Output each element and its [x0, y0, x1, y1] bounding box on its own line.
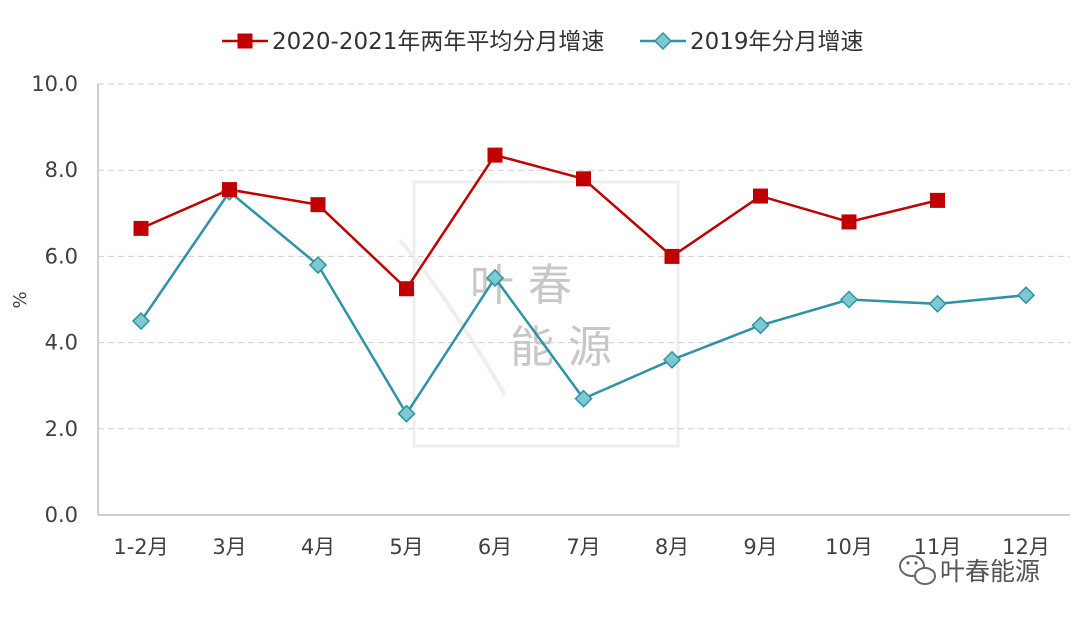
data-point — [753, 188, 768, 204]
series-line-0 — [140, 153, 938, 291]
series-lines — [139, 153, 1027, 417]
data-point — [839, 290, 859, 309]
data-point — [131, 311, 151, 331]
y-tick-label: 0.0 — [45, 503, 78, 527]
y-tick-label: 6.0 — [45, 244, 78, 268]
data-point — [574, 389, 593, 408]
x-tick-label: 4月 — [301, 535, 335, 559]
axes — [97, 84, 1070, 516]
watermark-line2: 能 源 — [510, 322, 612, 373]
data-point — [399, 281, 414, 297]
x-tick-label: 6月 — [478, 535, 512, 559]
x-tick-label: 3月 — [212, 535, 246, 559]
series-line-1 — [139, 189, 1027, 417]
data-point — [222, 182, 237, 198]
wechat-badge: 叶春能源 — [899, 555, 1040, 586]
x-tick-labels: 1-2月 3月 4月 5月 6月 7月 8月 9月 10月 11月 12月 — [113, 535, 1050, 559]
data-point — [487, 147, 503, 163]
y-tick-label: 2.0 — [45, 417, 78, 441]
data-point — [576, 171, 591, 187]
watermark-frame — [412, 180, 680, 448]
gridlines — [98, 83, 1070, 430]
data-point — [485, 268, 505, 288]
data-point — [930, 192, 945, 208]
data-point — [664, 248, 680, 264]
legend-marker-1 — [653, 31, 673, 51]
legend-label-1: 2019年分月增速 — [690, 29, 864, 55]
data-point — [662, 350, 682, 369]
data-point — [308, 255, 328, 275]
leaf-branch-icon — [398, 238, 507, 397]
y-axis-label: % — [10, 291, 31, 308]
legend: 2020-2021年两年平均分月增速 2019年分月增速 — [222, 29, 864, 55]
y-tick-label: 10.0 — [31, 72, 78, 96]
x-tick-label: 12月 — [1002, 535, 1050, 559]
badge-text: 叶春能源 — [940, 557, 1040, 586]
data-point — [397, 404, 416, 423]
y-tick-label: 4.0 — [45, 331, 78, 355]
y-tick-labels: 0.0 2.0 4.0 6.0 8.0 10.0 — [31, 72, 78, 527]
watermark-line1: 叶 春 — [470, 260, 572, 311]
x-tick-label: 10月 — [825, 535, 873, 559]
data-point — [841, 214, 857, 230]
legend-label-0: 2020-2021年两年平均分月增速 — [272, 29, 604, 55]
x-tick-label: 8月 — [655, 535, 689, 559]
x-tick-label: 9月 — [743, 535, 777, 559]
wechat-icon — [899, 555, 936, 585]
y-tick-label: 8.0 — [45, 158, 78, 182]
x-tick-label: 5月 — [389, 535, 423, 559]
series-markers — [131, 147, 1036, 423]
x-tick-label: 1-2月 — [113, 535, 168, 559]
x-tick-label: 11月 — [914, 535, 962, 559]
data-point — [928, 294, 947, 313]
data-point — [133, 220, 149, 236]
data-point — [310, 197, 326, 213]
data-point — [1016, 286, 1036, 305]
x-tick-label: 7月 — [566, 535, 600, 559]
legend-marker-0 — [237, 33, 253, 49]
watermark: 叶 春 能 源 — [398, 180, 680, 448]
data-point — [751, 316, 770, 335]
